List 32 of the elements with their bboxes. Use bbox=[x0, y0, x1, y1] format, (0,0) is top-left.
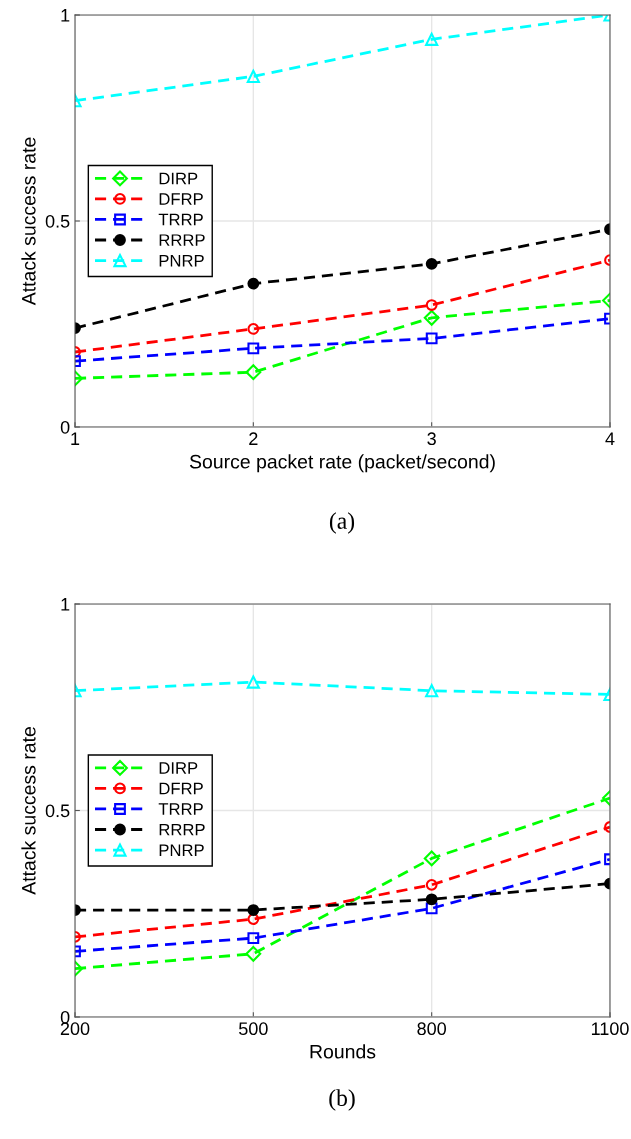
x-tick-label: 3 bbox=[427, 432, 436, 446]
y-tick-label: 0.5 bbox=[45, 804, 70, 818]
x-tick-label: 1100 bbox=[591, 1022, 629, 1036]
legend-label: PNRP bbox=[159, 844, 204, 856]
x-tick-label: 800 bbox=[417, 1022, 447, 1036]
text: (b) bbox=[329, 1089, 355, 1111]
y-tick-label: 1 bbox=[61, 9, 70, 22]
x-tick-label: 2 bbox=[249, 432, 258, 445]
y-tick-label: 0 bbox=[60, 420, 70, 434]
x-axis-title: Source packet rate (packet/second) bbox=[189, 454, 495, 473]
legend-label: DIRP bbox=[159, 762, 198, 774]
legend-label: TRRP bbox=[158, 803, 203, 815]
x-tick-label: 1 bbox=[71, 432, 80, 445]
y-tick-label: 1 bbox=[61, 598, 70, 611]
x-tick-label: 200 bbox=[60, 1022, 90, 1036]
x-tick-label: 500 bbox=[238, 1022, 268, 1036]
legend-label: DIRP bbox=[159, 172, 198, 185]
legend-label: DFRP bbox=[159, 193, 203, 205]
legend-label: RRRP bbox=[159, 234, 205, 246]
x-axis-title: Rounds bbox=[310, 1044, 376, 1059]
y-tick-label: 0 bbox=[60, 1010, 70, 1024]
y-axis-title: Attack success rate bbox=[21, 727, 36, 895]
legend-label: TRRP bbox=[158, 213, 203, 226]
text: (a) bbox=[329, 512, 355, 534]
y-tick-label: 0.5 bbox=[45, 214, 70, 228]
y-axis-title: Attack success rate bbox=[21, 137, 36, 306]
point bbox=[425, 32, 439, 46]
x-tick-label: 4 bbox=[605, 432, 615, 445]
legend-label: RRRP bbox=[159, 823, 205, 836]
legend-label: PNRP bbox=[159, 254, 204, 267]
legend-label: DFRP bbox=[159, 782, 203, 795]
point bbox=[246, 69, 260, 83]
